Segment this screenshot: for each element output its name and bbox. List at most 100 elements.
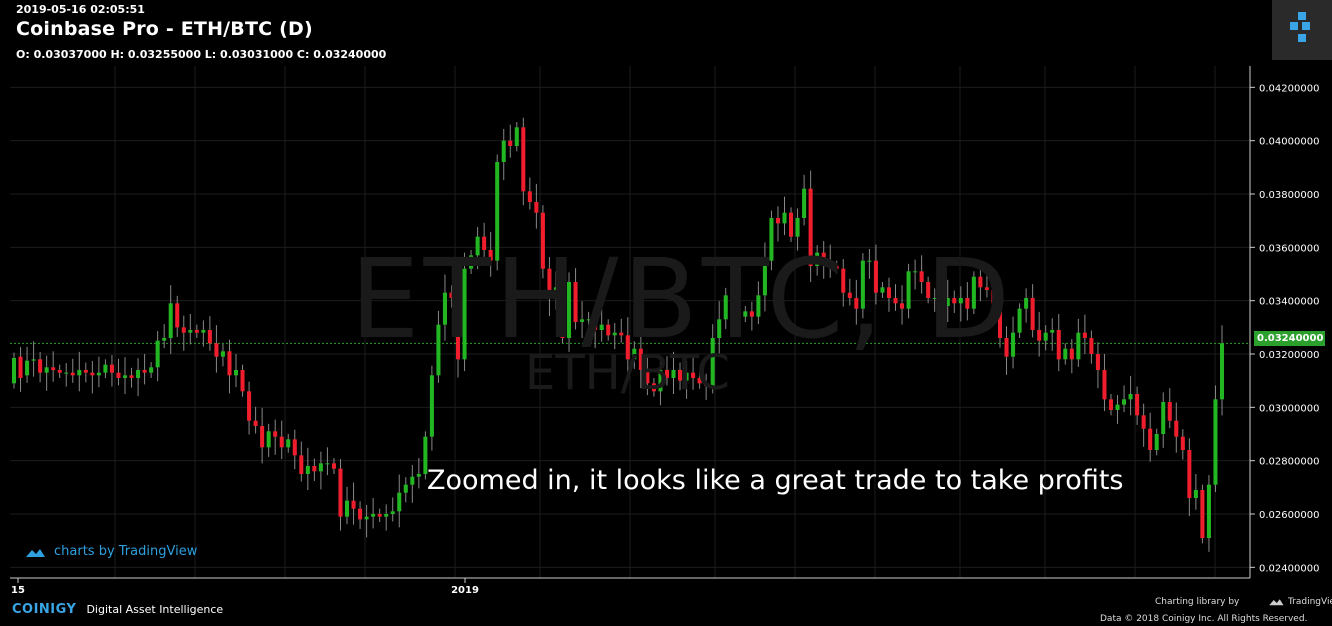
candle (795, 208, 800, 251)
candle (743, 306, 748, 322)
candle-body (997, 303, 1003, 338)
candle-body (57, 370, 62, 373)
candle (344, 486, 350, 525)
candle (847, 278, 852, 306)
y-tick-label: 0.04000000 (1259, 137, 1319, 148)
coinigy-tagline: Digital Asset Intelligence (86, 603, 224, 616)
candle-body (645, 370, 650, 384)
y-tick-label: 0.04200000 (1259, 83, 1319, 94)
candle (305, 447, 310, 490)
candle (678, 362, 683, 391)
candle (1122, 385, 1127, 413)
candle-body (678, 370, 683, 381)
candle (547, 256, 552, 317)
candle-body (1154, 434, 1159, 450)
candle-body (808, 188, 813, 266)
candle (162, 324, 167, 349)
candle-body (207, 330, 212, 344)
candle-body (599, 324, 604, 330)
y-tick-label: 0.02800000 (1259, 457, 1319, 468)
candle (1030, 284, 1035, 338)
candle-body (847, 292, 852, 298)
candle-body (475, 236, 480, 256)
copyright: Data © 2018 Coinigy Inc. All Rights Rese… (1100, 614, 1308, 624)
candle-body (325, 463, 330, 465)
candle-body (932, 298, 937, 299)
candle (136, 358, 141, 397)
candle (984, 273, 989, 298)
candle-body (926, 282, 931, 298)
candle (155, 331, 160, 382)
candle-body (299, 455, 304, 474)
candle-body (129, 375, 134, 378)
candle (599, 308, 604, 342)
candle (534, 183, 539, 229)
candle-body (1115, 404, 1120, 410)
candle (207, 316, 212, 351)
tradingview-credit[interactable]: TradingView (1288, 597, 1332, 607)
candle-body (1213, 399, 1218, 485)
tradingview-link[interactable]: charts by TradingView (24, 544, 197, 559)
candle-body (188, 330, 193, 333)
x-axis: 15 2019 (10, 577, 1250, 596)
candle-body (273, 431, 278, 437)
candle-body (162, 338, 167, 341)
candle (762, 242, 767, 312)
candle (194, 324, 199, 338)
candle-body (723, 295, 728, 320)
candle-body (573, 282, 578, 322)
candle (1024, 288, 1029, 323)
candle-body (704, 383, 709, 386)
candle-body (377, 514, 382, 517)
candle (168, 285, 173, 354)
candle-body (978, 276, 983, 288)
candle (51, 351, 56, 382)
y-tick-label: 0.03200000 (1259, 350, 1319, 361)
candle-body (220, 351, 225, 357)
candle-body (945, 298, 950, 306)
candle (96, 356, 101, 388)
candle-body (671, 370, 676, 378)
candle (906, 263, 911, 319)
candle-body (103, 364, 108, 373)
timestamp: 2019-05-16 02:05:51 (16, 3, 145, 16)
candle-body (70, 372, 75, 376)
candle (38, 351, 43, 383)
candle-body (482, 236, 487, 250)
candle-body (96, 372, 101, 376)
candle-body (194, 330, 199, 333)
candle (410, 464, 415, 503)
candle (1108, 394, 1114, 416)
candle-body (260, 426, 265, 448)
tradingview-cloud-icon (1269, 599, 1284, 606)
candle (926, 276, 931, 304)
candle-body (789, 212, 794, 237)
candle (573, 268, 578, 330)
candle (116, 358, 121, 386)
candle-body (495, 162, 500, 261)
candle-body (619, 332, 624, 336)
candle-body (534, 202, 539, 213)
candle-body (638, 348, 643, 370)
coinigy-logo-icon[interactable] (1272, 0, 1332, 60)
candle-body (841, 268, 846, 293)
candle (691, 356, 696, 390)
coinigy-brand[interactable]: COINIGY (12, 602, 77, 617)
candle (710, 324, 715, 394)
candle-body (880, 287, 885, 293)
candle-body (371, 514, 376, 517)
candle (384, 504, 389, 531)
candle-body (1037, 330, 1042, 341)
candle (266, 423, 271, 457)
candle-body (469, 255, 474, 269)
candle-body (606, 324, 611, 336)
candle-body (449, 292, 454, 298)
candle (220, 343, 225, 367)
candle (83, 362, 88, 383)
candle (671, 351, 676, 394)
candle (175, 295, 180, 337)
candle-body (1050, 330, 1055, 333)
candle-body (736, 311, 741, 317)
candle (299, 441, 304, 482)
